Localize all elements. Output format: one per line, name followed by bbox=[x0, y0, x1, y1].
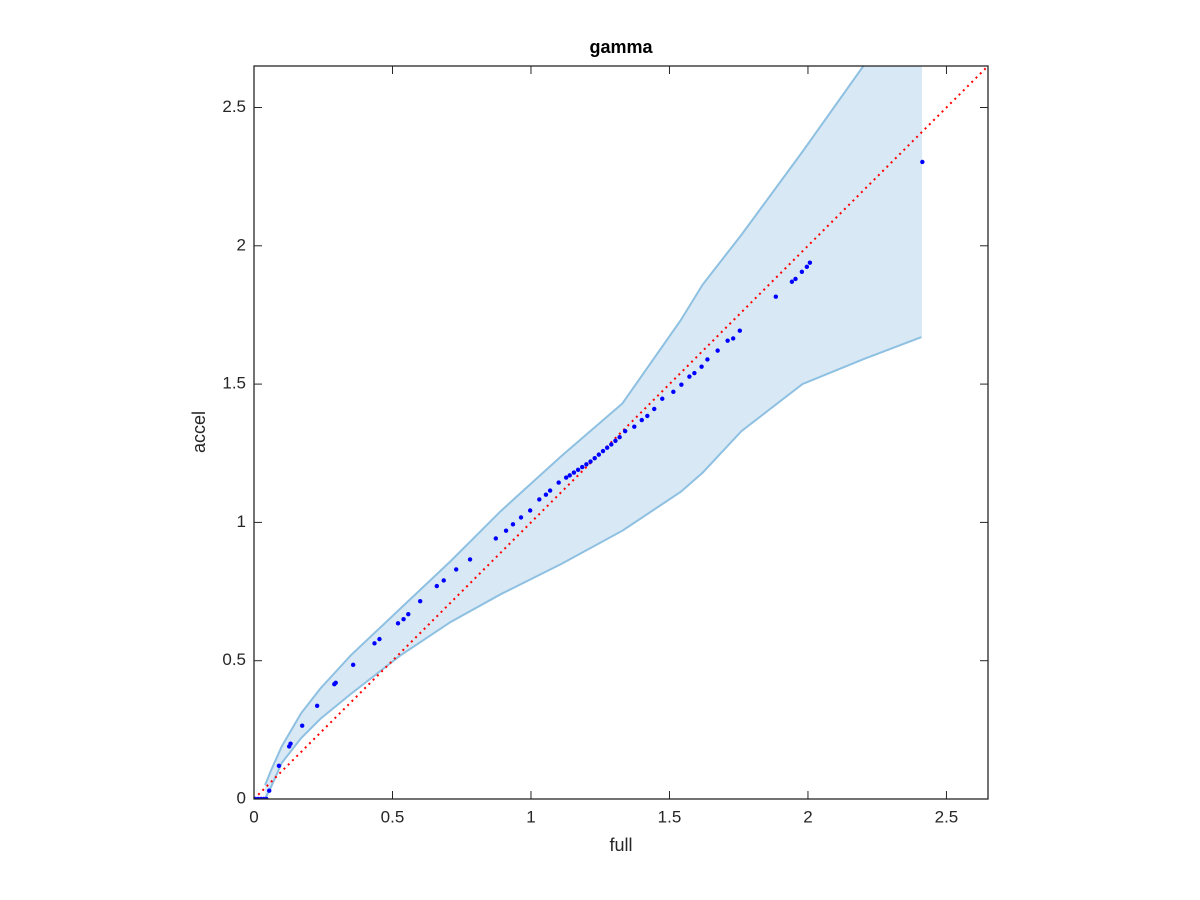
scatter-point bbox=[592, 456, 597, 461]
scatter-point bbox=[705, 357, 710, 362]
axes-box bbox=[253, 65, 989, 800]
scatter-point bbox=[789, 279, 795, 284]
x-tick-label: 0.5 bbox=[381, 807, 405, 826]
scatter-point bbox=[920, 159, 925, 165]
scatter-point bbox=[660, 396, 665, 401]
scatter-point bbox=[645, 413, 650, 419]
band-lower bbox=[264, 336, 922, 799]
scatter-point bbox=[632, 424, 637, 429]
scatter-point bbox=[288, 741, 293, 746]
scatter-point bbox=[441, 578, 446, 583]
scatter-point bbox=[671, 389, 676, 395]
scatter-point bbox=[588, 459, 593, 464]
scatter-point bbox=[773, 294, 779, 299]
scatter-point bbox=[537, 497, 542, 502]
scatter-point bbox=[406, 612, 411, 617]
scatter-point bbox=[510, 522, 516, 527]
scatter-point bbox=[527, 508, 533, 513]
x-tick-label: 2.5 bbox=[935, 807, 959, 826]
scatter-point bbox=[467, 557, 473, 562]
scatter-point bbox=[715, 348, 720, 353]
scatter-point bbox=[596, 452, 602, 457]
scatter-point bbox=[730, 336, 736, 341]
scatter-point bbox=[804, 264, 810, 270]
scatter-point bbox=[547, 488, 553, 493]
scatter-point bbox=[567, 473, 572, 478]
scatter-point bbox=[299, 723, 305, 728]
band-fill bbox=[265, 66, 922, 799]
scatter-point bbox=[679, 382, 684, 387]
x-tick-label: 0 bbox=[249, 807, 258, 826]
scatter-point bbox=[799, 269, 805, 274]
scatter-point bbox=[725, 338, 730, 343]
scatter-point bbox=[639, 417, 644, 423]
chart-title: gamma bbox=[589, 37, 653, 57]
x-tick-label: 1 bbox=[526, 807, 535, 826]
axes: 0 0.5 1 1.5 2 2.5 0 0.5 1 1.5 2 2.5 bbox=[222, 65, 989, 826]
y-tick-label: 0.5 bbox=[222, 650, 246, 669]
y-tick-label: 1 bbox=[237, 512, 246, 531]
scatter-point bbox=[609, 442, 614, 447]
scatter-point bbox=[699, 364, 704, 369]
scatter-point bbox=[333, 680, 338, 686]
y-tick-label: 2 bbox=[237, 235, 246, 254]
y-tick-label: 0 bbox=[237, 788, 246, 807]
y-tick-label: 2.5 bbox=[222, 97, 246, 116]
scatter-point bbox=[617, 435, 622, 440]
scatter-point bbox=[571, 470, 577, 475]
x-tick-label: 2 bbox=[803, 807, 812, 826]
scatter-point bbox=[622, 428, 628, 434]
scatter-point bbox=[580, 464, 585, 470]
scatter-point bbox=[584, 462, 589, 467]
scatter-point bbox=[556, 480, 561, 485]
scatter-point bbox=[417, 599, 423, 604]
scatter-point bbox=[604, 445, 610, 450]
y-tick-label: 1.5 bbox=[222, 374, 246, 393]
scatter-point bbox=[493, 536, 499, 541]
scatter-point bbox=[267, 788, 272, 793]
scatter-point bbox=[575, 467, 581, 473]
x-tick-label: 1.5 bbox=[658, 807, 682, 826]
scatter-point bbox=[692, 370, 697, 376]
scatter-point bbox=[687, 374, 692, 379]
scatter-point bbox=[613, 438, 618, 443]
scatter-point bbox=[807, 260, 813, 265]
plot-area bbox=[254, 66, 988, 799]
scatter-point bbox=[395, 621, 401, 626]
scatter-point bbox=[503, 528, 509, 533]
scatter-point bbox=[314, 703, 320, 708]
reference-line bbox=[254, 66, 988, 799]
scatter-point bbox=[453, 567, 459, 572]
scatter-point bbox=[372, 641, 377, 646]
x-axis-label: full bbox=[609, 835, 632, 855]
scatter-point bbox=[600, 448, 606, 454]
scatter-point bbox=[350, 662, 356, 668]
scatter-point bbox=[737, 328, 743, 333]
scatter-point bbox=[793, 276, 798, 282]
band-upper bbox=[264, 66, 865, 786]
scatter-point bbox=[652, 406, 657, 412]
scatter-point bbox=[518, 515, 524, 520]
y-axis-label: accel bbox=[189, 411, 209, 453]
scatter-point bbox=[434, 583, 440, 589]
scatter-point bbox=[377, 636, 382, 642]
scatter-point bbox=[401, 617, 406, 622]
scatter-point bbox=[543, 492, 549, 497]
scatter-point bbox=[563, 475, 569, 480]
scatter-point bbox=[276, 763, 282, 769]
